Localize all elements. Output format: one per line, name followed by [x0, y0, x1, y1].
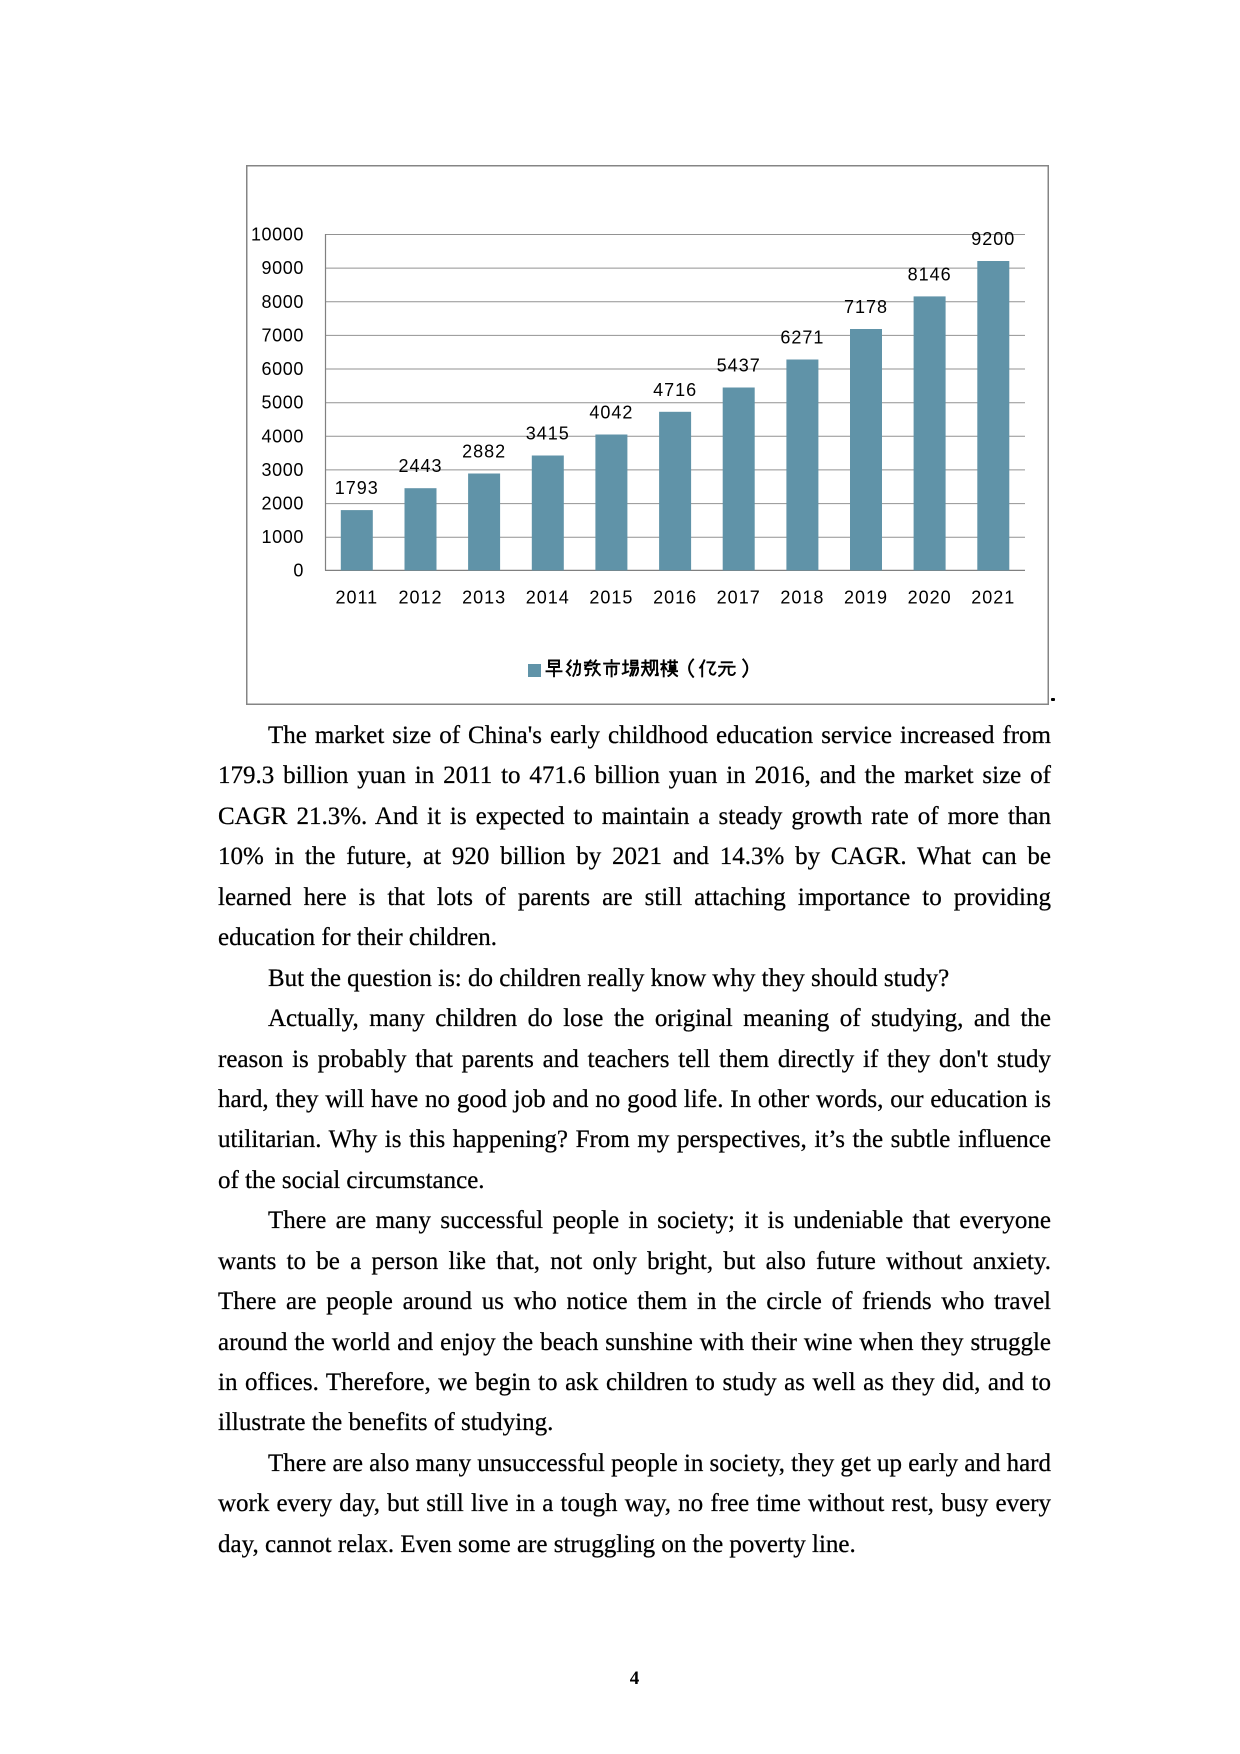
svg-text:8146: 8146 [908, 264, 952, 284]
svg-text:2012: 2012 [398, 587, 442, 607]
svg-text:8000: 8000 [262, 292, 304, 312]
svg-text:2000: 2000 [262, 494, 304, 514]
svg-text:5000: 5000 [262, 393, 304, 413]
svg-text:2443: 2443 [398, 456, 442, 476]
svg-text:2019: 2019 [844, 587, 888, 607]
svg-text:5437: 5437 [717, 356, 761, 376]
svg-text:3000: 3000 [262, 460, 304, 480]
svg-text:7000: 7000 [262, 325, 304, 345]
svg-text:4716: 4716 [653, 380, 697, 400]
svg-text:2016: 2016 [653, 587, 697, 607]
svg-text:9200: 9200 [971, 229, 1015, 249]
svg-text:7178: 7178 [844, 297, 888, 317]
svg-text:4000: 4000 [262, 426, 304, 446]
svg-text:1000: 1000 [262, 527, 304, 547]
svg-text:6000: 6000 [262, 359, 304, 379]
svg-text:2021: 2021 [971, 587, 1015, 607]
svg-text:6271: 6271 [780, 328, 824, 348]
svg-text:2018: 2018 [780, 587, 824, 607]
svg-text:2017: 2017 [717, 587, 761, 607]
svg-text:2015: 2015 [589, 587, 633, 607]
svg-text:2882: 2882 [462, 442, 506, 462]
svg-text:4042: 4042 [589, 403, 633, 423]
svg-text:3415: 3415 [526, 424, 570, 444]
svg-text:9000: 9000 [262, 258, 304, 278]
svg-text:2020: 2020 [908, 587, 952, 607]
svg-text:2013: 2013 [462, 587, 506, 607]
svg-text:2011: 2011 [335, 587, 378, 607]
svg-text:1793: 1793 [335, 478, 379, 498]
svg-text:2014: 2014 [526, 587, 570, 607]
svg-text:10000: 10000 [251, 225, 304, 245]
svg-text:0: 0 [293, 560, 304, 580]
